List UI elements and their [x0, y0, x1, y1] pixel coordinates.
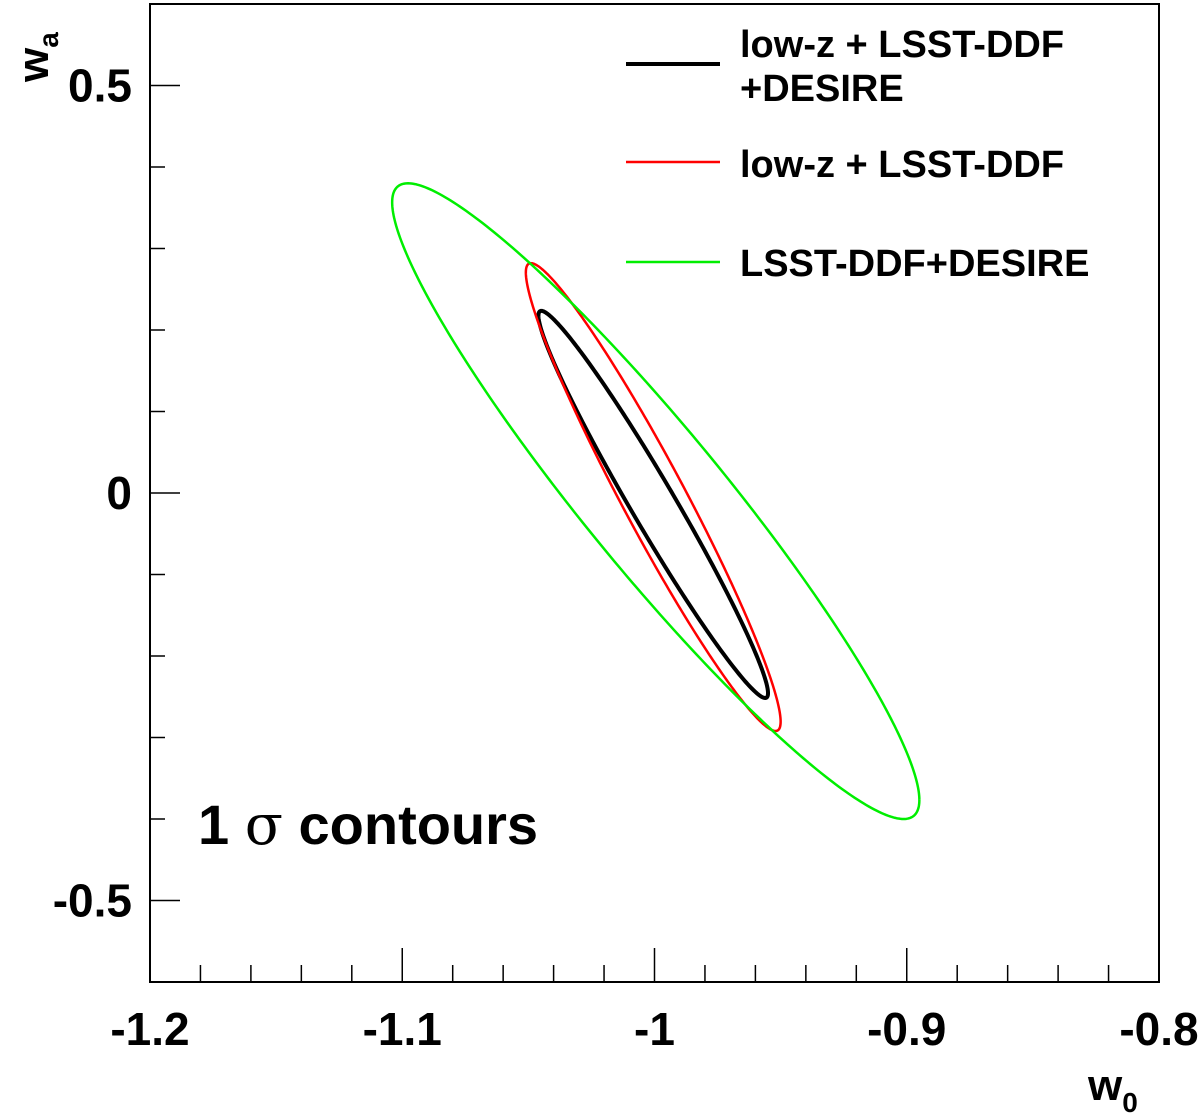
x-tick-label: -1.1	[363, 1003, 442, 1055]
annotation-sigma: σ	[245, 793, 283, 858]
annotation-number: 1	[198, 793, 229, 856]
x-axis-label: w0	[1087, 1061, 1138, 1118]
contour-annotation: 1 σ contours	[198, 793, 538, 858]
x-tick-label: -0.8	[1119, 1003, 1198, 1055]
y-axis-label-subscript: a	[33, 32, 64, 48]
contour-series-3	[390, 182, 921, 821]
axis-ticks	[149, 3, 1160, 983]
contour-series-1	[536, 308, 771, 700]
legend-label-2: low-z + LSST-DDF	[740, 144, 1064, 186]
y-tick-label: 0	[106, 467, 132, 519]
y-tick-label: -0.5	[53, 875, 132, 927]
y-axis-label-main: w	[9, 47, 58, 83]
x-axis-label-subscript: 0	[1122, 1087, 1138, 1118]
contour-series-2	[524, 261, 782, 733]
legend-label-1b: +DESIRE	[740, 68, 904, 110]
contour-series	[390, 182, 921, 821]
legend-label-3: LSST-DDF+DESIRE	[740, 243, 1089, 285]
x-tick-label: -1	[634, 1003, 675, 1055]
y-tick-label: 0.5	[68, 60, 132, 112]
x-tick-label: -0.9	[867, 1003, 946, 1055]
annotation-text: contours	[299, 793, 539, 856]
y-axis-label: wa	[9, 32, 64, 83]
plot-frame	[149, 3, 1160, 983]
x-axis-label-main: w	[1087, 1061, 1123, 1110]
legend-label-1a: low-z + LSST-DDF	[740, 24, 1064, 66]
legend: low-z + LSST-DDF +DESIRE low-z + LSST-DD…	[626, 24, 1089, 285]
tick-labels: -1.2 -1.1 -1 -0.9 -0.8 0.5 0 -0.5	[53, 60, 1199, 1056]
x-tick-label: -1.2	[110, 1003, 189, 1055]
